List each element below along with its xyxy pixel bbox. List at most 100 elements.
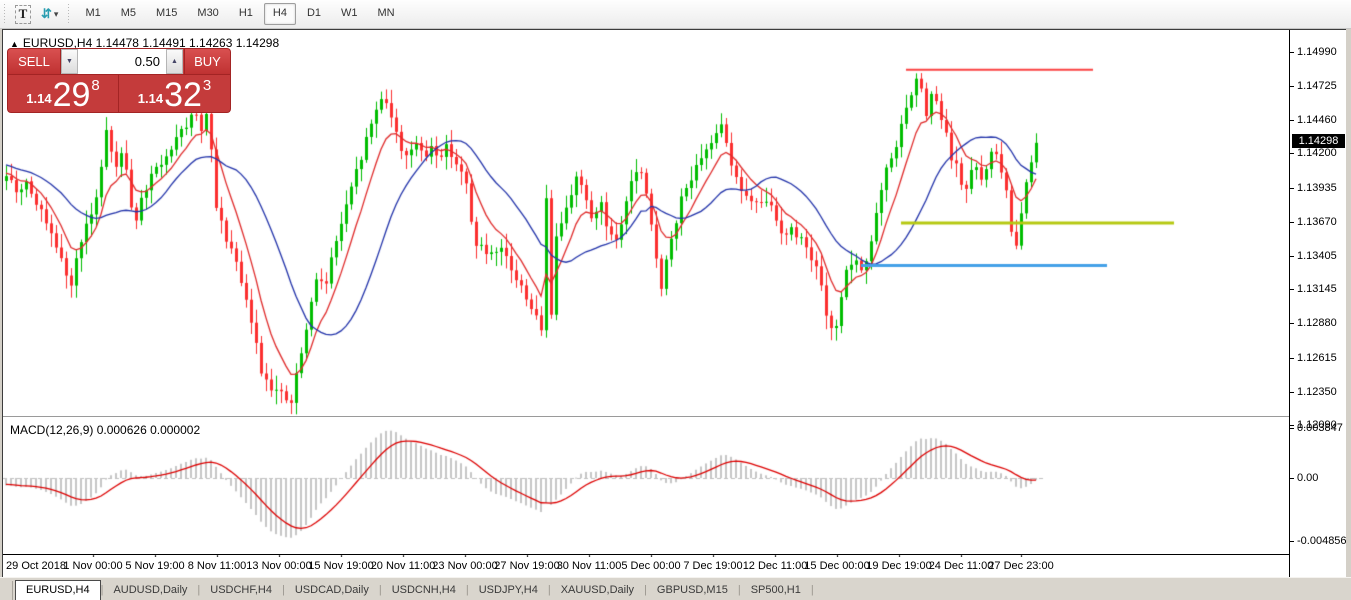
time-tick-label: 13 Nov 00:00 (246, 560, 312, 572)
sell-price-display[interactable]: 1.14 29 8 (8, 75, 119, 112)
time-tick-label: 30 Nov 11:00 (556, 560, 622, 572)
time-tick-label: 27 Dec 23:00 (988, 560, 1054, 572)
price-tick-label: 1.13935 (1297, 181, 1337, 194)
timeframe-button-m1[interactable]: M1 (85, 7, 101, 19)
time-tick-label: 7 Dec 19:00 (683, 560, 743, 572)
price-tick-label: 1.14460 (1297, 113, 1337, 126)
chart-window: ▲ EURUSD,H4 1.14478 1.14491 1.14263 1.142… (2, 29, 1347, 577)
buy-price-display[interactable]: 1.14 32 3 (137, 76, 212, 112)
time-tick-label: 20 Nov 11:00 (370, 560, 436, 572)
timeframe-button-w1[interactable]: W1 (341, 7, 358, 19)
timeframe-button-group: M1 M5 M15 M30 H1 H4 D1 W1 MN (75, 3, 404, 25)
chart-tab-usdcad-daily[interactable]: USDCAD,Daily (294, 584, 369, 596)
macd-tick-mark (1290, 428, 1294, 430)
tab-separator: | (644, 584, 647, 596)
chart-tab-sp500-h1[interactable]: SP500,H1 (750, 584, 801, 596)
chart-tab-usdchf-h4[interactable]: USDCHF,H4 (210, 584, 272, 596)
collapse-icon[interactable]: ▲ (10, 39, 19, 49)
time-axis[interactable]: 29 Oct 2018 1 Nov 00:00 5 Nov 19:00 8 Nov 1… (3, 557, 1289, 577)
time-tick-label: 29 Oct 2018 (6, 560, 66, 572)
price-tick-mark (1290, 255, 1294, 257)
time-tick-label: 5 Dec 00:00 (621, 560, 681, 572)
buy-button[interactable]: BUY (184, 49, 230, 74)
timeframe-button-h1[interactable]: H1 (238, 7, 253, 19)
price-tick-mark (1290, 221, 1294, 223)
time-tick-label: 15 Nov 19:00 (308, 560, 374, 572)
price-tick-mark (1290, 323, 1294, 325)
timeframe-button-d1[interactable]: D1 (306, 7, 321, 19)
toolbar-grip (2, 4, 7, 24)
price-tick-label: 1.13145 (1297, 283, 1337, 296)
price-axis[interactable]: 1.14298 1.14990 1.14725 1.14460 1.14200 1.13… (1289, 30, 1347, 577)
toolbar: T ⇵ ▾ M1 M5 M15 M30 H1 H4 D1 W1 MN (0, 0, 1351, 29)
volume-increase-button[interactable]: ▲ (166, 49, 183, 74)
text-label-tool-icon[interactable]: T (12, 3, 34, 25)
sell-button[interactable]: SELL (8, 49, 61, 74)
time-tick-label: 24 Dec 11:00 (928, 560, 994, 572)
chart-tab-usdcnh-h4[interactable]: USDCNH,H4 (391, 584, 456, 596)
timeframe-button-m15[interactable]: M15 (156, 7, 178, 19)
macd-tick-label: 0.00 (1297, 472, 1319, 484)
price-tick-mark (1290, 119, 1294, 121)
indicator-label: MACD(12,26,9) 0.000626 0.000002 (10, 423, 201, 437)
window-right-strip (1347, 29, 1351, 577)
volume-input[interactable] (78, 49, 166, 74)
chart-tab-gbpusd-m15[interactable]: GBPUSD,M15 (656, 584, 728, 596)
tab-separator: | (547, 584, 551, 596)
macd-tick-label: 0.003847 (1297, 422, 1343, 435)
chevron-down-icon: ▾ (53, 8, 59, 19)
timeframe-button-mn[interactable]: MN (377, 7, 395, 19)
price-tick-label: 1.12880 (1297, 317, 1337, 330)
pane-separator[interactable] (3, 416, 1346, 417)
tab-separator: | (100, 584, 104, 596)
volume-decrease-button[interactable]: ▼ (61, 49, 78, 74)
tab-separator: | (282, 584, 285, 596)
volume-box: ▼ ▲ (61, 49, 183, 74)
tab-bar-notch (0, 581, 13, 600)
price-tick-mark (1290, 51, 1294, 53)
time-tick-label: 15 Dec 00:00 (804, 560, 870, 572)
one-click-trade-panel: SELL ▼ ▲ BUY 1.14 29 8 1.14 32 3 (8, 49, 230, 112)
trade-panel-price-row: 1.14 29 8 1.14 32 3 (8, 74, 230, 112)
price-tick-mark (1290, 153, 1294, 155)
tab-separator: | (737, 584, 741, 596)
current-price-tag: 1.14298 (1292, 133, 1345, 148)
price-chart-canvas[interactable] (3, 30, 1289, 576)
chart-tab-usdjpy-h4[interactable]: USDJPY,H4 (478, 584, 538, 596)
arrows-icon: ⇵ (41, 6, 52, 21)
price-tick-mark (1290, 187, 1294, 189)
symbol-title: ▲ EURUSD,H4 1.14478 1.14491 1.14263 1.142… (10, 36, 280, 50)
price-tick-label: 1.12350 (1297, 385, 1337, 398)
tab-separator: | (378, 584, 382, 596)
price-tick-mark (1290, 289, 1294, 291)
price-tick-mark (1290, 425, 1294, 427)
price-tick-mark (1290, 391, 1294, 393)
price-tick-label: 1.14990 (1297, 45, 1337, 58)
time-tick-label: 5 Nov 19:00 (125, 560, 185, 572)
time-tick-label: 1 Nov 00:00 (63, 560, 123, 572)
price-tick-mark (1290, 85, 1294, 87)
price-tick-mark (1290, 357, 1294, 359)
toolbar-grip (66, 4, 72, 24)
time-tick-label: 23 Nov 00:00 (432, 560, 498, 572)
chart-tab-audusd-daily[interactable]: AUDUSD,Daily (113, 584, 188, 596)
chart-tab-xauusd-daily[interactable]: XAUUSD,Daily (560, 584, 635, 596)
time-tick-label: 19 Dec 19:00 (866, 560, 932, 572)
price-tick-label: 1.14200 (1297, 147, 1337, 160)
timeframe-button-h4[interactable]: H4 (263, 3, 296, 25)
time-tick-label: 8 Nov 11:00 (187, 560, 247, 572)
timeframe-button-m5[interactable]: M5 (120, 7, 136, 19)
time-tick-label: 27 Nov 19:00 (494, 560, 560, 572)
plot-bottom-border (3, 554, 1346, 555)
time-tick-label: 12 Dec 11:00 (742, 560, 808, 572)
price-tick-label: 1.13670 (1297, 215, 1337, 228)
trade-panel-top-row: SELL ▼ ▲ BUY (8, 49, 230, 74)
price-tick-label: 1.12615 (1297, 351, 1337, 364)
chart-tab-eurusd-h4[interactable]: EURUSD,H4 (15, 580, 101, 600)
price-tick-label: 1.12090 (1297, 419, 1337, 432)
tab-separator: | (197, 584, 201, 596)
timeframe-button-m30[interactable]: M30 (197, 7, 219, 19)
arrow-objects-dropdown[interactable]: ⇵ ▾ (36, 3, 63, 25)
tab-separator: | (810, 584, 814, 596)
